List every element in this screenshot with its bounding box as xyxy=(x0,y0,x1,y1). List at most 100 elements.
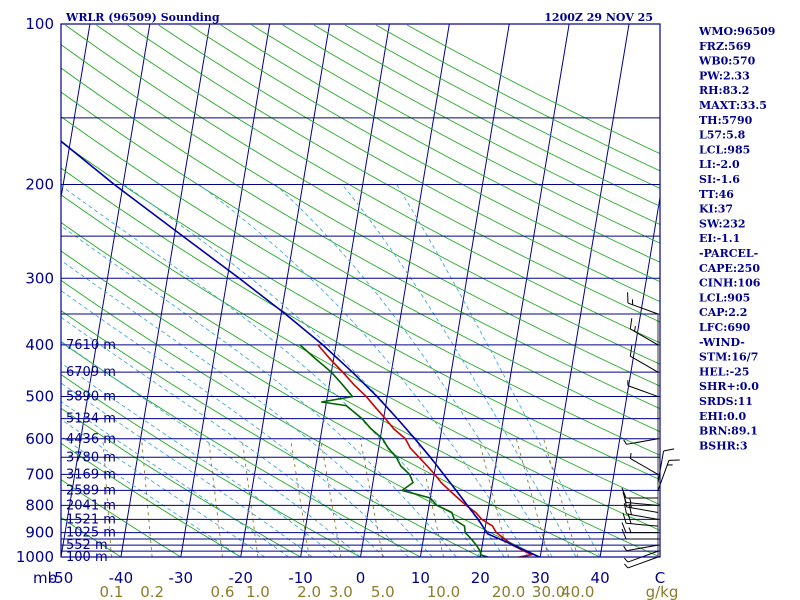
moist-adiabat xyxy=(61,382,313,557)
index-line: TH:5790 xyxy=(699,114,753,127)
index-line: PW:2.33 xyxy=(699,69,750,82)
isotherm xyxy=(180,24,271,557)
temperature-point xyxy=(418,456,420,458)
mixing-ratio-label: 20.0 xyxy=(492,583,525,600)
index-line: BSHR:3 xyxy=(699,439,748,452)
dewpoint-point xyxy=(412,482,414,484)
chart-title: WRLR (96509) Sounding xyxy=(65,11,220,24)
temperature-point xyxy=(317,344,319,346)
dewpoint-point xyxy=(330,371,332,373)
dry-adiabat xyxy=(61,44,660,387)
temperature-point xyxy=(353,384,355,386)
mixing-ratio-label: 5.0 xyxy=(371,583,395,600)
index-line: BRN:89.1 xyxy=(699,425,758,438)
height-label: 3780 m xyxy=(66,450,116,465)
wind-barb xyxy=(621,522,658,534)
temperature-point xyxy=(342,371,344,373)
dry-adiabat xyxy=(313,24,660,207)
index-line: SW:232 xyxy=(699,217,746,230)
parcel-point xyxy=(455,489,457,491)
parcel-point xyxy=(376,396,378,398)
dry-adiabat xyxy=(220,24,660,263)
parcel-point xyxy=(322,344,324,346)
dry-adiabat xyxy=(61,221,660,557)
height-label: 4436 m xyxy=(66,432,116,447)
isotherm xyxy=(61,24,151,557)
mixing-ratio-label: 3.0 xyxy=(329,583,353,600)
dewpoint-point xyxy=(475,544,477,546)
wind-barb xyxy=(627,380,659,398)
index-line: CAPE:250 xyxy=(699,262,760,275)
wind-barb xyxy=(622,492,659,506)
isotherm xyxy=(539,24,630,557)
dewpoint-point xyxy=(470,538,472,540)
temperature-point xyxy=(448,489,451,491)
index-line: FRZ:569 xyxy=(699,40,751,53)
dewpoint-trace xyxy=(299,344,490,557)
dry-adiabat xyxy=(189,24,660,283)
dry-adiabat xyxy=(61,141,660,481)
temperature-point xyxy=(404,438,406,440)
temperature-point xyxy=(504,538,506,540)
parcel-point xyxy=(351,371,353,373)
mixing-ratio-line xyxy=(417,438,444,557)
mixing-ratio-label: 2.0 xyxy=(297,583,321,600)
moist-adiabat xyxy=(61,185,481,557)
index-line: LCL:985 xyxy=(699,143,750,156)
index-line: LI:-2.0 xyxy=(699,158,740,171)
mixing-ratio-line xyxy=(320,438,342,557)
index-line: CAP:2.2 xyxy=(699,306,747,319)
index-line: -PARCEL- xyxy=(699,247,758,260)
index-line: TT:46 xyxy=(699,188,734,201)
dewpoint-point xyxy=(409,473,411,475)
dewpoint-point xyxy=(351,396,354,398)
parcel-point xyxy=(396,418,398,420)
temperature-label: -10 xyxy=(288,569,313,587)
temperature-point xyxy=(384,418,386,420)
dewpoint-point xyxy=(400,465,402,467)
mixing-ratio-label: 0.6 xyxy=(211,583,235,600)
dewpoint-point xyxy=(345,405,347,407)
dewpoint-point xyxy=(299,344,301,346)
dry-adiabat xyxy=(61,67,660,410)
temperature-point xyxy=(393,428,395,430)
mixing-ratio-label: 0.1 xyxy=(100,583,124,600)
temperature-label: -50 xyxy=(49,569,74,587)
pressure-label: 300 xyxy=(25,269,54,287)
moist-adiabat xyxy=(61,259,433,557)
moist-adiabat xyxy=(61,418,265,557)
isotherm xyxy=(300,24,390,557)
dewpoint-point xyxy=(429,497,431,499)
temperature-point xyxy=(475,511,477,514)
temperature-point xyxy=(440,482,442,484)
temperature-label: 10 xyxy=(411,569,430,587)
height-label: 1025 m xyxy=(66,526,116,541)
dry-adiabat xyxy=(375,24,660,172)
wind-barb xyxy=(621,487,658,499)
moist-adiabat xyxy=(61,290,409,557)
dry-adiabat xyxy=(344,24,660,189)
index-line: KI:37 xyxy=(699,203,733,216)
index-line: WMO:96509 xyxy=(698,25,775,38)
wind-barb xyxy=(623,544,659,552)
thermo-grid xyxy=(61,24,660,557)
dry-adiabat xyxy=(61,373,361,557)
parcel-point xyxy=(512,544,515,546)
wind-profile xyxy=(621,292,680,569)
dewpoint-point xyxy=(341,384,344,386)
mixing-ratio-line xyxy=(290,438,310,557)
dry-adiabat xyxy=(406,24,660,155)
mixing-ratio-line xyxy=(241,438,259,557)
dry-adiabat xyxy=(61,250,601,557)
index-line: LFC:690 xyxy=(699,321,751,334)
pressure-label: 100 xyxy=(25,15,54,33)
dry-adiabat xyxy=(282,24,660,226)
height-label: 552 m xyxy=(66,538,108,553)
isotherm xyxy=(419,24,510,557)
temperature-axis-labels: mb-50 -40 -30 -20 -10 0 10 20 30 40 C xyxy=(33,569,665,587)
isotherm xyxy=(61,24,91,201)
dewpoint-point xyxy=(401,489,403,491)
wind-barb xyxy=(621,528,658,540)
temperature-label: 20 xyxy=(471,569,490,587)
dry-adiabat xyxy=(61,407,301,557)
